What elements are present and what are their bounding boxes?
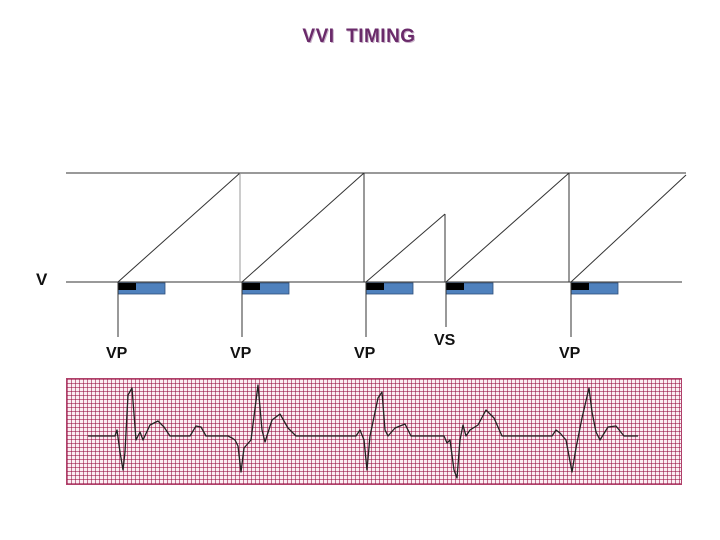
timing-ramp [365,213,446,283]
diagram-title: VVI TIMING [302,26,416,47]
event-label: VP [354,345,376,362]
event-label: VP [106,345,128,362]
timing-ramp [570,174,687,283]
timing-ramp [445,172,570,283]
ecg-trace [88,384,638,479]
ventricular-channel-label: V [36,270,48,289]
event-label: VP [230,345,252,362]
event-label: VS [434,332,456,349]
event-label: VP [559,345,581,362]
timing-ramp [117,172,241,283]
ecg-strip [66,378,682,485]
timing-ramp [241,172,365,283]
